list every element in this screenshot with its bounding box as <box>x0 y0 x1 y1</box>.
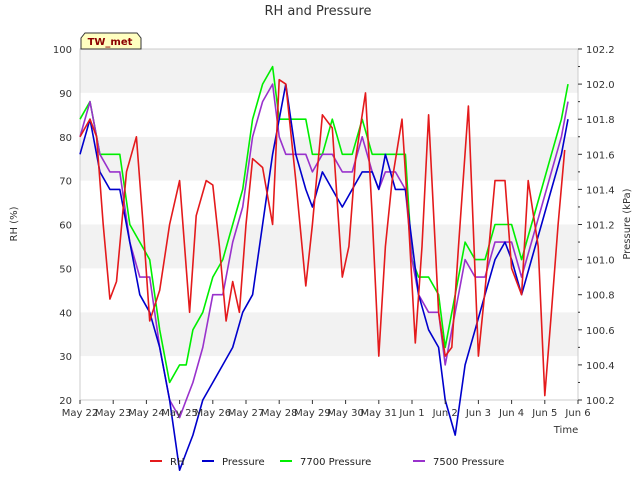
right-tick-label: 102.0 <box>586 80 615 91</box>
x-tick-label: Jun 1 <box>398 408 424 419</box>
right-y-axis: 100.2 100.4 100.6 100.8 101.0 101.2 101.4 101.6… <box>578 45 615 407</box>
right-tick-label: 101.2 <box>586 221 615 232</box>
right-tick-label: 101.6 <box>586 150 615 161</box>
right-tick-label: 100.8 <box>586 291 615 302</box>
right-tick-label: 101.8 <box>586 115 615 126</box>
legend: RH Pressure 7700 Pressure 7500 Pressure <box>150 457 504 468</box>
right-tick-label: 100.4 <box>586 361 615 372</box>
left-tick-label: 60 <box>59 221 72 232</box>
background-bands <box>80 49 578 400</box>
grid-band <box>80 312 578 357</box>
left-tick-label: 50 <box>59 264 72 275</box>
x-tick-label: May 22 <box>62 408 99 419</box>
x-tick-label: May 26 <box>195 408 232 419</box>
grid-band <box>80 268 578 313</box>
x-tick-label: May 23 <box>95 408 132 419</box>
x-tick-label: Jun 4 <box>498 408 524 419</box>
legend-label-rh: RH <box>170 457 184 468</box>
x-tick-label: May 29 <box>294 408 331 419</box>
series-line-7700-pressure <box>79 65 569 384</box>
x-tick-label: May 30 <box>327 408 364 419</box>
legend-label-pressure: Pressure <box>222 457 265 468</box>
x-tick-label: May 31 <box>361 408 398 419</box>
x-tick-label: Jun 6 <box>564 408 590 419</box>
left-y-axis: 20 30 40 50 60 70 80 90 100 <box>53 45 72 407</box>
right-tick-label: 101.0 <box>586 256 615 267</box>
x-tick-label: Jun 3 <box>465 408 491 419</box>
right-tick-label: 100.2 <box>586 396 615 407</box>
badge-box <box>80 32 142 50</box>
left-axis-label: RH (%) <box>9 206 20 241</box>
left-tick-label: 40 <box>59 308 72 319</box>
series-layer <box>79 65 569 472</box>
x-tick-label: May 24 <box>128 408 165 419</box>
tw-met-badge: TW_met <box>80 32 142 50</box>
legend-label-7700-pressure: 7700 Pressure <box>300 457 371 468</box>
right-tick-label: 100.6 <box>586 326 615 337</box>
chart-title: RH and Pressure <box>264 4 371 19</box>
left-tick-label: 90 <box>59 89 72 100</box>
x-tick-label: Jun 5 <box>531 408 557 419</box>
grid-band <box>80 136 578 181</box>
x-tick-label: May 27 <box>228 408 265 419</box>
right-tick-label: 102.2 <box>586 45 615 56</box>
badge-label: TW_met <box>88 37 133 48</box>
grid-band <box>80 180 578 225</box>
grid-band <box>80 356 578 400</box>
x-tick-label: May 25 <box>161 408 198 419</box>
grid-band <box>80 49 578 93</box>
x-tick-label: May 28 <box>261 408 298 419</box>
right-tick-label: 101.4 <box>586 185 615 196</box>
x-axis-label: Time <box>553 425 578 436</box>
legend-label-7500-pressure: 7500 Pressure <box>433 457 504 468</box>
left-tick-label: 80 <box>59 133 72 144</box>
right-axis-label: Pressure (kPa) <box>622 188 633 259</box>
left-tick-label: 100 <box>53 45 72 56</box>
left-tick-label: 30 <box>59 352 72 363</box>
left-tick-label: 70 <box>59 177 72 188</box>
x-tick-label: Jun 2 <box>432 408 458 419</box>
series-line-rh <box>79 78 566 397</box>
series-line-pressure <box>79 83 569 472</box>
left-tick-label: 20 <box>59 396 72 407</box>
